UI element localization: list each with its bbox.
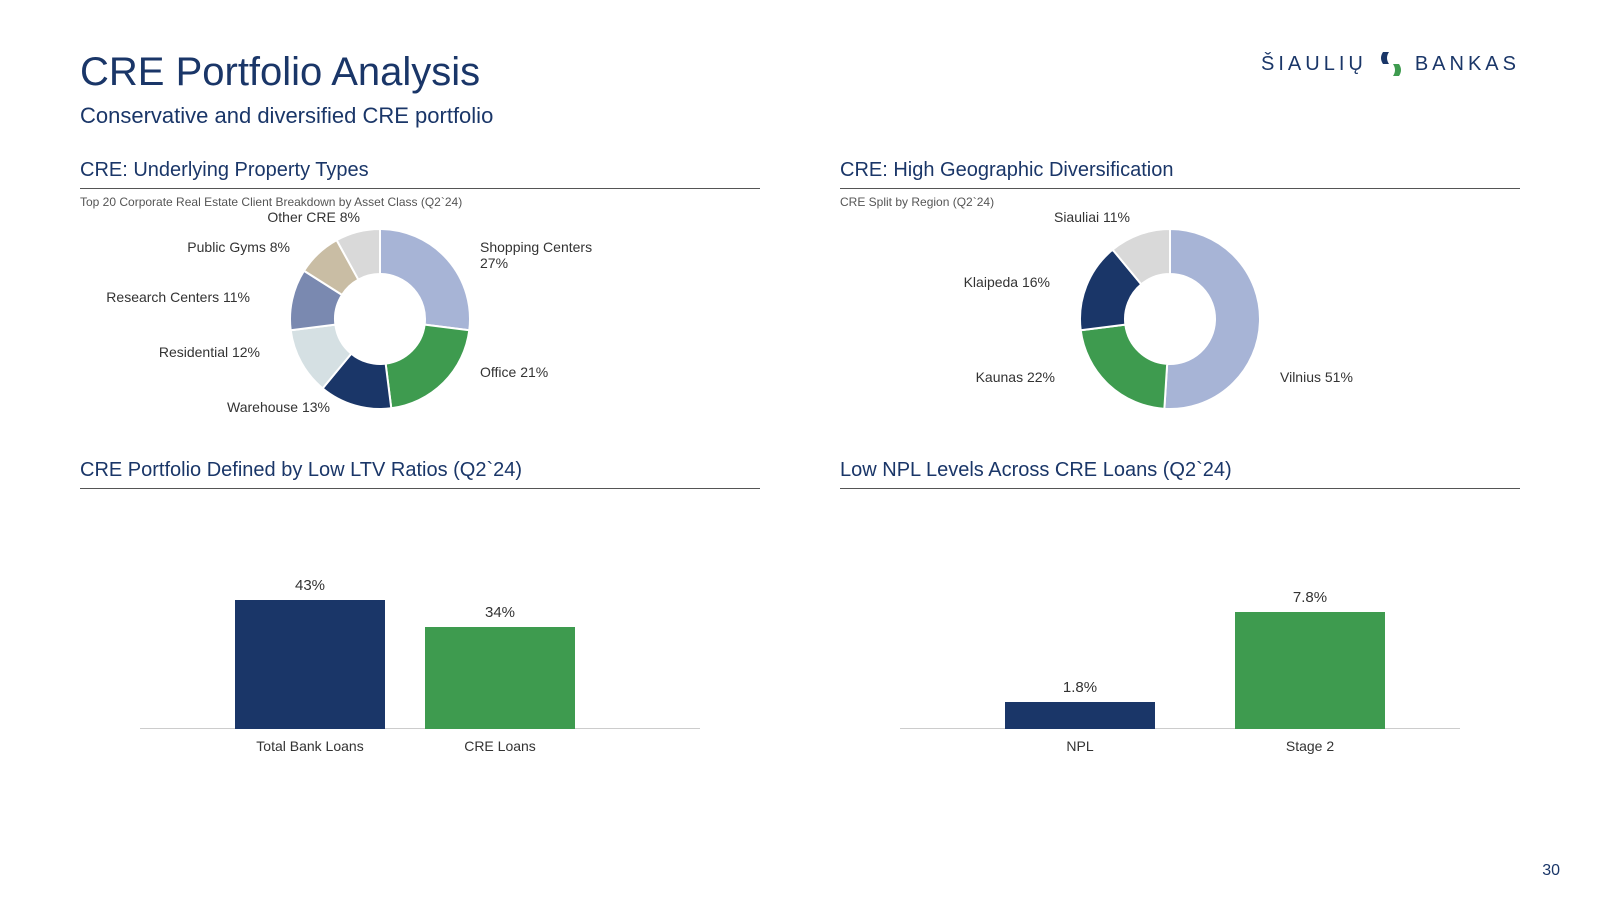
section-title: CRE: High Geographic Diversification (840, 159, 1520, 189)
section-geographic: CRE: High Geographic Diversification CRE… (840, 159, 1520, 429)
slide: CRE Portfolio Analysis Conservative and … (0, 0, 1600, 900)
donut-label: Research Centers 11% (106, 289, 250, 305)
donut-slice (386, 325, 470, 409)
bar-label: CRE Loans (464, 738, 536, 754)
donut-chart-property-types: Shopping Centers27% Office 21% Warehouse 1… (80, 209, 760, 429)
bar-label: Stage 2 (1286, 738, 1334, 754)
donut-slice (1164, 229, 1260, 409)
section-npl: Low NPL Levels Across CRE Loans (Q2`24) … (840, 459, 1520, 759)
logo-text-left: ŠIAULIŲ (1261, 53, 1367, 76)
donut-label: Office 21% (480, 364, 548, 380)
chart-caption: Top 20 Corporate Real Estate Client Brea… (80, 195, 760, 209)
donut-chart-geographic: Vilnius 51% Kaunas 22% Klaipeda 16% Siaulia… (840, 209, 1520, 429)
bar-chart-ltv: 43% Total Bank Loans 34% CRE Loans (80, 529, 760, 759)
bar-chart-npl: 1.8% NPL 7.8% Stage 2 (840, 529, 1520, 759)
logo: ŠIAULIŲ BANKAS (1261, 50, 1520, 78)
bar (425, 627, 575, 729)
donut-slice (380, 229, 470, 330)
donut-label: Warehouse 13% (227, 399, 330, 415)
bar-baseline (140, 728, 700, 729)
donut-label: Klaipeda 16% (964, 274, 1050, 290)
donut-label: Siauliai 11% (1054, 209, 1130, 225)
donut-label: Kaunas 22% (976, 369, 1055, 385)
donut-label: Other CRE 8% (267, 209, 360, 225)
donut-label: Residential 12% (159, 344, 260, 360)
bar-value: 7.8% (1293, 589, 1327, 606)
header: CRE Portfolio Analysis Conservative and … (80, 50, 1520, 129)
chart-caption: CRE Split by Region (Q2`24) (840, 195, 1520, 209)
bar-value: 43% (295, 577, 325, 594)
bar-label: Total Bank Loans (256, 738, 363, 754)
bar-value: 1.8% (1063, 679, 1097, 696)
section-property-types: CRE: Underlying Property Types Top 20 Co… (80, 159, 760, 429)
bar-value: 34% (485, 604, 515, 621)
section-title: CRE: Underlying Property Types (80, 159, 760, 189)
bar (235, 600, 385, 729)
donut-label: Public Gyms 8% (187, 239, 290, 255)
logo-text-right: BANKAS (1415, 53, 1520, 76)
logo-icon (1377, 50, 1405, 78)
section-ltv: CRE Portfolio Defined by Low LTV Ratios … (80, 459, 760, 759)
page-title: CRE Portfolio Analysis (80, 50, 493, 95)
title-block: CRE Portfolio Analysis Conservative and … (80, 50, 493, 129)
bar-label: NPL (1066, 738, 1093, 754)
bar (1005, 702, 1155, 729)
chart-grid: CRE: Underlying Property Types Top 20 Co… (80, 159, 1520, 759)
page-subtitle: Conservative and diversified CRE portfol… (80, 103, 493, 129)
donut-slice (1081, 325, 1167, 409)
donut-label: Vilnius 51% (1280, 369, 1353, 385)
section-title: CRE Portfolio Defined by Low LTV Ratios … (80, 459, 760, 489)
page-number: 30 (1542, 862, 1560, 880)
section-title: Low NPL Levels Across CRE Loans (Q2`24) (840, 459, 1520, 489)
bar (1235, 612, 1385, 729)
donut-label: Shopping Centers27% (480, 239, 592, 271)
